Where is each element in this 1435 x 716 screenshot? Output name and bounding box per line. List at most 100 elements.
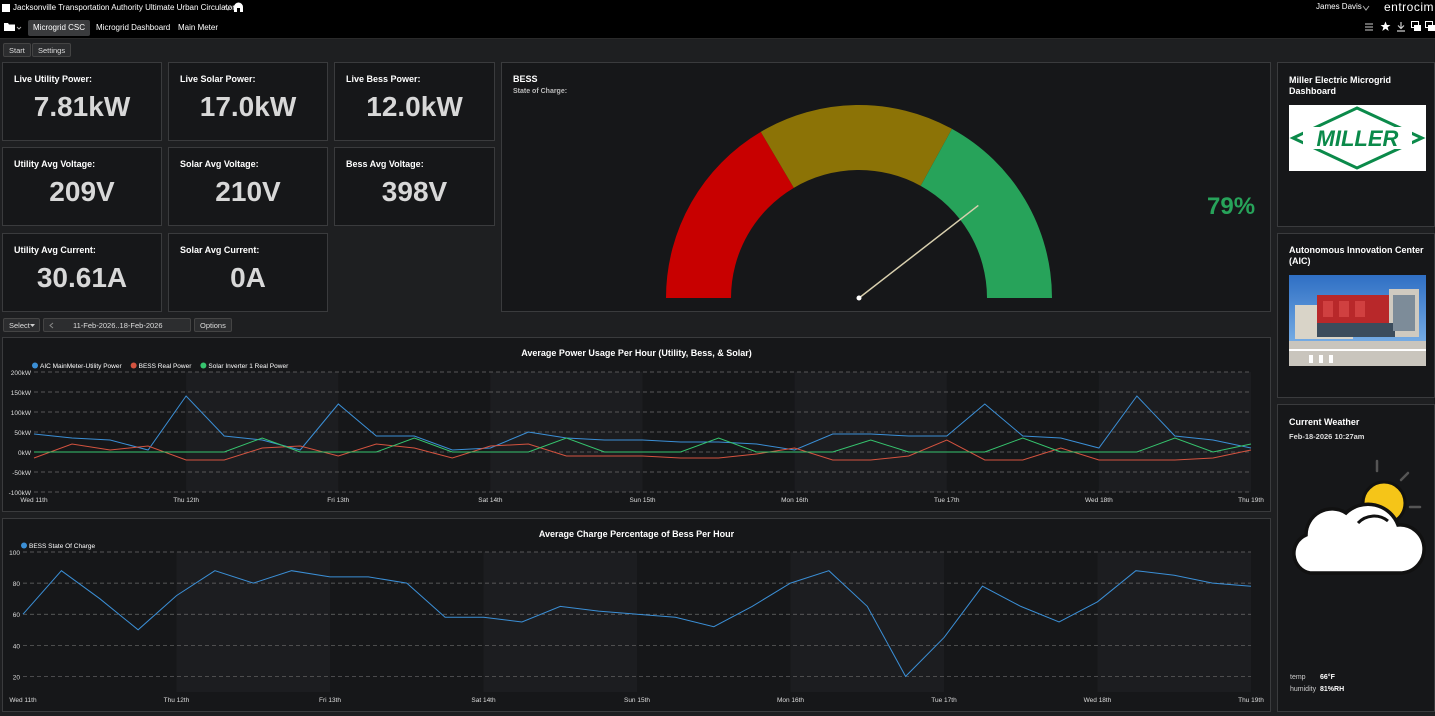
aic-building-photo[interactable] [1289,275,1426,366]
settings-button[interactable]: Settings [32,43,72,57]
y-tick-label: 60 [13,612,21,619]
y-tick-label: 20 [13,674,21,681]
y-tick-label: 40 [13,643,21,650]
x-tick-label: Sat 14th [478,497,503,504]
user-menu-chevron-icon[interactable] [1362,4,1370,12]
legend-marker-1 [130,362,137,369]
day-band [1097,552,1251,692]
download-icon[interactable] [1396,21,1406,32]
tile-utility-avg-voltage: Utility Avg Voltage: 209V [2,147,162,226]
x-tick-label: Fri 13th [327,497,349,504]
y-tick-label: 50kW [14,430,31,437]
date-range-text: 11-Feb-2026..18-Feb-2026 [73,321,163,330]
svg-text:MILLER: MILLER [1317,126,1399,151]
bess-gauge-panel: BESS State of Charge: 79% [501,62,1271,312]
x-tick-label: Thu 19th [1238,697,1264,704]
humidity-value: 81%RH [1320,686,1345,693]
soc-chart: 100 80 60 40 20 Wed 11th Thu 12th Fri 13th Sat 1… [9,542,1264,704]
prev-arrow-icon[interactable] [48,322,55,329]
soc-chart-title: Average Charge Percentage of Bess Per Ho… [538,529,735,539]
tab-microgrid-csc[interactable]: Microgrid CSC [28,20,91,36]
options-button[interactable]: Options [194,318,232,332]
day-band [483,552,637,692]
tile-label: Bess Avg Voltage: [346,159,424,169]
temp-label: temp [1290,674,1306,681]
miller-title: Miller Electric Microgrid Dashboard [1289,75,1392,96]
y-tick-label: 200kW [11,370,32,377]
tile-value: 398V [381,176,448,207]
aic-title: Autonomous Innovation Center (AIC) [1289,245,1424,266]
x-tick-label: Mon 16th [777,697,804,704]
tile-label: Solar Avg Voltage: [180,159,259,169]
legend-marker-0 [21,542,27,549]
x-tick-label: Wed 18th [1085,497,1113,504]
series-line-0 [33,395,1252,451]
miller-panel: Miller Electric Microgrid Dashboard MILL… [1277,62,1435,227]
app-title[interactable]: Jacksonville Transportation Authority Ul… [13,3,235,12]
tile-label: Live Utility Power: [14,74,93,84]
windows-alt-icon[interactable] [1425,21,1435,32]
tile-live-bess-power: Live Bess Power: 12.0kW [334,62,495,141]
top-bar: Jacksonville Transportation Authority Ul… [0,0,1435,17]
x-tick-label: Fri 13th [319,697,341,704]
tab-microgrid-dashboard[interactable]: Microgrid Dashboard [96,23,171,32]
tile-value: 0A [230,262,266,293]
tile-value: 7.81kW [33,91,131,122]
tile-utility-avg-current: Utility Avg Current: 30.61A [2,233,162,312]
x-tick-label: Sat 14th [471,697,496,704]
partly-cloudy-icon [1292,459,1426,575]
series-line-0 [22,570,1252,678]
tile-label: Live Bess Power: [346,74,421,84]
tile-solar-avg-voltage: Solar Avg Voltage: 210V [168,147,328,226]
y-tick-label: 150kW [11,390,32,397]
chevron-down-icon[interactable] [224,4,232,12]
gauge-band-0 [666,131,794,298]
y-tick-label: 80 [13,581,21,588]
tab-main-meter[interactable]: Main Meter [178,23,219,32]
home-icon[interactable] [233,1,244,13]
tile-label: Live Solar Power: [180,74,256,84]
miller-logo[interactable]: MILLER [1289,105,1426,171]
x-tick-label: Wed 11th [20,497,48,504]
weather-timestamp: Feb-18-2026 10:27am [1289,432,1365,441]
legend-label-1: BESS Real Power [139,363,193,370]
app-menu-icon[interactable] [2,2,11,14]
temp-value: 66°F [1320,674,1335,681]
start-button[interactable]: Start [3,43,31,57]
aic-panel: Autonomous Innovation Center (AIC) [1277,233,1435,398]
y-tick-label: 100 [9,550,20,557]
soc-chart-panel: Average Charge Percentage of Bess Per Ho… [2,518,1271,712]
weather-panel: Current Weather Feb-18-2026 10:27am temp… [1277,404,1435,712]
x-tick-label: Thu 19th [1238,497,1264,504]
list-icon[interactable] [1364,22,1374,32]
y-tick-label: 100kW [11,410,32,417]
power-chart-title: Average Power Usage Per Hour (Utility, B… [521,348,752,358]
star-icon[interactable] [1380,21,1391,32]
tile-live-solar-power: Live Solar Power: 17.0kW [168,62,328,141]
legend-label-0: AIC MainMeter-Utility Power [40,363,122,370]
chevron-down-icon [30,324,35,327]
x-tick-label: Sun 15th [624,697,650,704]
folder-icon[interactable] [4,21,22,33]
user-name[interactable]: James Davis [1316,2,1362,11]
tile-value: 30.61A [36,262,128,293]
brand-logo: entrocim [1384,0,1435,14]
weather-title: Current Weather [1289,417,1360,427]
day-band [176,552,330,692]
x-tick-label: Thu 12th [173,497,199,504]
gauge-band-1 [760,105,952,188]
select-dropdown[interactable]: Select [3,318,40,332]
windows-icon[interactable] [1411,21,1422,32]
bess-subtitle: State of Charge: [513,88,568,95]
power-chart-panel: Average Power Usage Per Hour (Utility, B… [2,337,1271,512]
legend-label-0: BESS State Of Charge [29,543,96,550]
soc-value: 79% [1207,193,1256,220]
humidity-label: humidity [1290,686,1317,693]
day-band [790,552,944,692]
date-range-picker[interactable]: 11-Feb-2026..18-Feb-2026 [43,318,228,332]
y-tick-label: -50kW [12,470,32,477]
tile-label: Utility Avg Current: [14,245,96,255]
legend-marker-2 [200,362,207,369]
select-label: Select [9,321,30,330]
